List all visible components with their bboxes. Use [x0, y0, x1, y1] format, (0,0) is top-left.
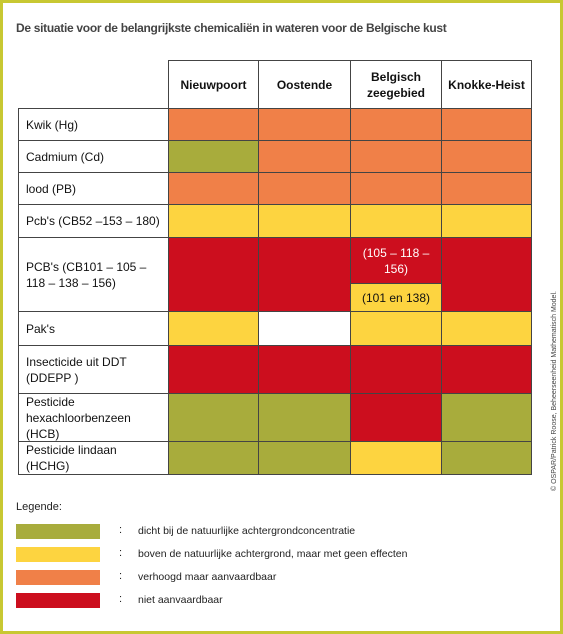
- status-cell: [258, 311, 351, 346]
- column-header: Nieuwpoort: [168, 60, 259, 109]
- row-label: Pesticide lindaan (HCHG): [18, 441, 169, 475]
- status-cell: [258, 441, 351, 475]
- row-label: Kwik (Hg): [18, 108, 169, 141]
- status-cell: [441, 237, 532, 312]
- status-cell: [168, 311, 259, 346]
- legend-separator: :: [119, 524, 123, 536]
- legend-text: dicht bij de natuurlijke achtergrondconc…: [138, 525, 356, 537]
- status-cell: [168, 204, 259, 238]
- legend-title: Legende:: [16, 501, 62, 513]
- row-label: PCB's (CB101 – 105 – 118 – 138 – 156): [18, 237, 169, 312]
- column-header: Knokke-Heist: [441, 60, 532, 109]
- status-cell: [168, 441, 259, 475]
- status-cell: [441, 108, 532, 141]
- status-cell: [258, 140, 351, 173]
- status-cell: [441, 172, 532, 205]
- status-cell: [258, 393, 351, 442]
- status-cell: [350, 172, 442, 205]
- legend-separator: :: [119, 547, 123, 559]
- column-header: Oostende: [258, 60, 351, 109]
- status-cell: [258, 204, 351, 238]
- credit: © OSPAR/Patrick Roose, Beheerseenheid Ma…: [551, 291, 558, 491]
- row-label: Cadmium (Cd): [18, 140, 169, 173]
- status-cell: [168, 140, 259, 173]
- status-cell: [258, 108, 351, 141]
- status-cell: [168, 393, 259, 442]
- status-cell: [258, 345, 351, 394]
- legend-text: boven de natuurlijke achtergrond, maar m…: [138, 548, 408, 560]
- status-cell: [350, 204, 442, 238]
- status-cell: [168, 172, 259, 205]
- status-cell: [168, 108, 259, 141]
- status-cell: [350, 311, 442, 346]
- status-cell: [168, 345, 259, 394]
- status-cell: [441, 441, 532, 475]
- status-cell: [258, 237, 351, 312]
- legend-text: niet aanvaardbaar: [138, 594, 223, 606]
- title: De situatie voor de belangrijkste chemic…: [16, 21, 447, 35]
- column-header: Belgisch zeegebied: [350, 60, 442, 109]
- row-label: Pesticide hexachloorbenzeen (HCB): [18, 393, 169, 442]
- legend-separator: :: [119, 570, 123, 582]
- status-cell: [350, 108, 442, 141]
- status-cell: [350, 393, 442, 442]
- legend-swatch: [16, 524, 100, 539]
- legend-swatch: [16, 593, 100, 608]
- status-cell: [350, 441, 442, 475]
- status-cell: [441, 311, 532, 346]
- status-cell: [441, 393, 532, 442]
- row-label: Insecticide uit DDT (DDEPP ): [18, 345, 169, 394]
- row-label: Pak's: [18, 311, 169, 346]
- status-cell: [441, 345, 532, 394]
- status-cell: [350, 140, 442, 173]
- status-cell: [168, 237, 259, 312]
- legend-swatch: [16, 570, 100, 585]
- status-cell: [441, 140, 532, 173]
- row-label: lood (PB): [18, 172, 169, 205]
- legend-swatch: [16, 547, 100, 562]
- legend-text: verhoogd maar aanvaardbaar: [138, 571, 277, 583]
- status-cell-part: (101 en 138): [350, 283, 442, 312]
- status-cell: [350, 345, 442, 394]
- status-cell: [258, 172, 351, 205]
- legend-separator: :: [119, 593, 123, 605]
- status-cell: [441, 204, 532, 238]
- status-cell-part: (105 – 118 – 156): [350, 237, 442, 284]
- row-label: Pcb's (CB52 –153 – 180): [18, 204, 169, 238]
